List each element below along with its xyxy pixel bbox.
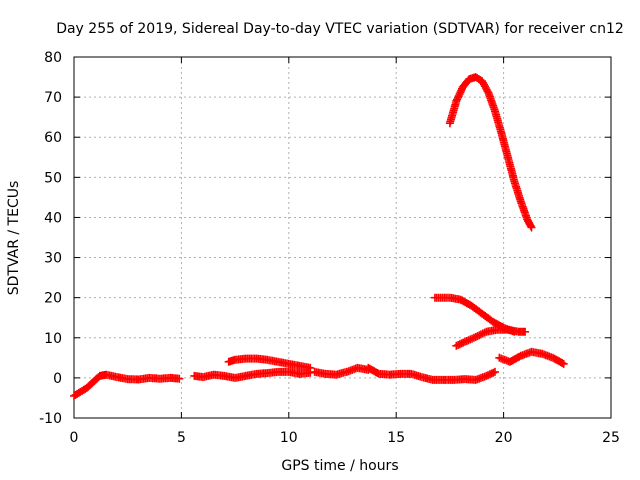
series-arc-1: [70, 370, 184, 400]
series-arc-3: [224, 354, 315, 372]
series-arc-2: [190, 367, 315, 382]
x-tick-label: 5: [177, 430, 186, 446]
y-axis-label: SDTVAR / TECUs: [6, 181, 22, 296]
y-tick-label: 20: [44, 291, 62, 307]
y-tick-label: 70: [44, 90, 62, 106]
y-tick-label: 80: [44, 50, 62, 66]
data-points: [224, 354, 315, 372]
x-tick-label: 0: [70, 430, 79, 446]
data-points: [70, 370, 184, 400]
y-tick-label: 0: [53, 371, 62, 387]
series-arc-9: [495, 347, 568, 368]
x-tick-label: 20: [495, 430, 513, 446]
grid: [74, 57, 611, 418]
data-series: [70, 73, 568, 400]
series-arc-4: [310, 363, 373, 379]
y-tick-label: 10: [44, 331, 62, 347]
data-points: [452, 325, 530, 350]
x-axis-label: GPS time / hours: [281, 458, 398, 474]
x-tick-label: 25: [602, 430, 620, 446]
y-tick-label: 40: [44, 210, 62, 226]
chart-title: Day 255 of 2019, Sidereal Day-to-day VTE…: [56, 21, 624, 37]
x-tick-label: 10: [280, 430, 298, 446]
y-tick-label: -10: [39, 411, 62, 427]
data-points: [310, 363, 373, 379]
y-tick-label: 30: [44, 251, 62, 267]
series-arc-5: [364, 363, 499, 384]
series-arc-8: [452, 325, 530, 350]
plot-frame: [73, 56, 612, 419]
data-points: [495, 347, 568, 368]
data-points: [190, 367, 315, 382]
axis-ticks: 0 5 10 15 20 25 -10 0 10 20 30 40 50 60 70 80: [39, 50, 620, 446]
y-tick-label: 50: [44, 170, 62, 186]
data-points: [445, 73, 536, 232]
data-points: [364, 363, 499, 384]
x-tick-label: 15: [387, 430, 405, 446]
series-arc-7: [445, 73, 536, 232]
y-tick-label: 60: [44, 130, 62, 146]
